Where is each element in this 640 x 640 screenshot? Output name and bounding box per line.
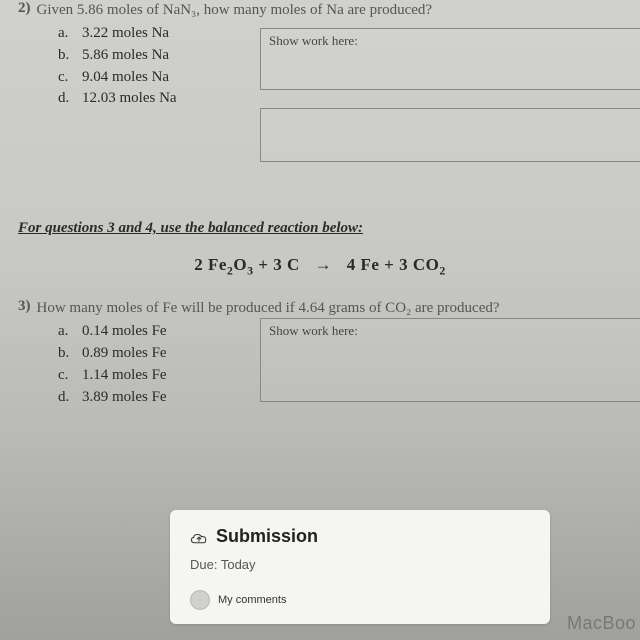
macbook-watermark: MacBoo xyxy=(567,613,636,634)
q3-option-c-label: 1.14 moles Fe xyxy=(82,365,167,387)
q2-work-label: Show work here: xyxy=(269,33,358,48)
q2-option-d-label: 12.03 moles Na xyxy=(82,88,177,110)
submission-card: Submission Due: Today My comments xyxy=(170,510,550,624)
submission-title: Submission xyxy=(216,526,318,547)
q2-option-c-label: 9.04 moles Na xyxy=(82,67,169,89)
my-comments-label: My comments xyxy=(218,594,286,606)
comments-row[interactable]: My comments xyxy=(190,590,530,610)
submission-title-row: Submission xyxy=(190,526,530,547)
q3-number: 3) xyxy=(18,298,31,317)
q2-work-box-2[interactable] xyxy=(260,108,640,162)
q3-option-b-label: 0.89 moles Fe xyxy=(82,343,167,365)
q2-option-b-label: 5.86 moles Na xyxy=(82,45,169,67)
avatar-icon xyxy=(190,590,210,610)
q3-work-label: Show work here: xyxy=(269,323,358,338)
q3-option-a-label: 0.14 moles Fe xyxy=(82,321,167,343)
q2-option-d[interactable]: d.12.03 moles Na xyxy=(58,88,622,110)
q3-option-d-label: 3.89 moles Fe xyxy=(82,387,167,409)
submission-due: Due: Today xyxy=(190,557,530,572)
q2-option-a-label: 3.22 moles Na xyxy=(82,23,169,45)
cloud-upload-icon xyxy=(190,530,208,544)
q2-text: Given 5.86 moles of NaN₃, how many moles… xyxy=(37,0,433,19)
q2-number: 2) xyxy=(18,0,31,19)
balanced-equation: 2 Fe2O3 + 3 C → 4 Fe + 3 CO2 xyxy=(18,255,622,278)
q3-text: How many moles of Fe will be produced if… xyxy=(37,298,500,317)
q2-work-box-1[interactable]: Show work here: xyxy=(260,28,640,90)
section-heading: For questions 3 and 4, use the balanced … xyxy=(18,220,622,237)
q3-work-box[interactable]: Show work here: xyxy=(260,318,640,402)
